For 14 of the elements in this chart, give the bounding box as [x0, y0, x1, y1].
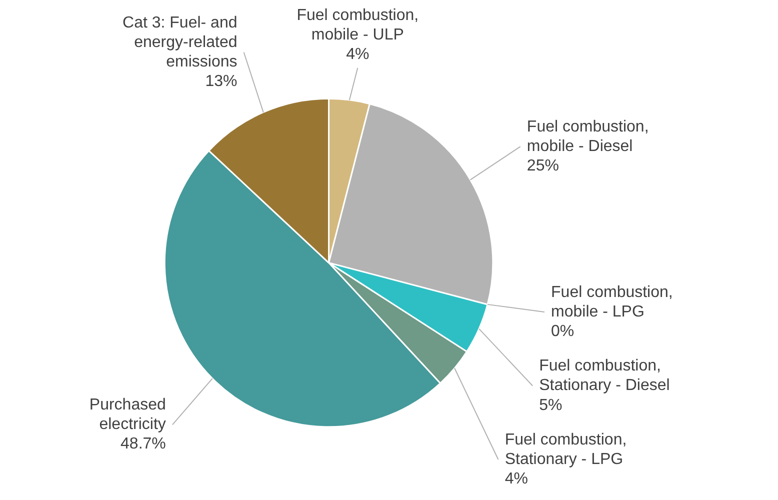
data-label: 4%: [504, 470, 528, 488]
slice-label: Fuel combustion, mobile - Diesel: [526, 118, 649, 156]
slice-label: Purchased electricity: [89, 396, 166, 434]
data-label: 5%: [539, 396, 562, 414]
data-label: 4%: [346, 46, 370, 64]
data-label: 13%: [205, 73, 238, 90]
data-label: 48.7%: [120, 436, 166, 453]
slice-label: Fuel combustion, Stationary - Diesel: [539, 358, 670, 394]
data-label: 25%: [526, 158, 559, 175]
text: 0%: [551, 323, 574, 340]
legend-label: Fuel combustion, mobile - LPG: [551, 284, 673, 320]
slice-label: Cat 3: Fuel- and energy-related emissions: [122, 14, 238, 71]
slice-label: Fuel combustion, mobile - ULP: [296, 7, 419, 44]
slice-label: Fuel combustion, Stationary - LPG: [504, 431, 627, 468]
